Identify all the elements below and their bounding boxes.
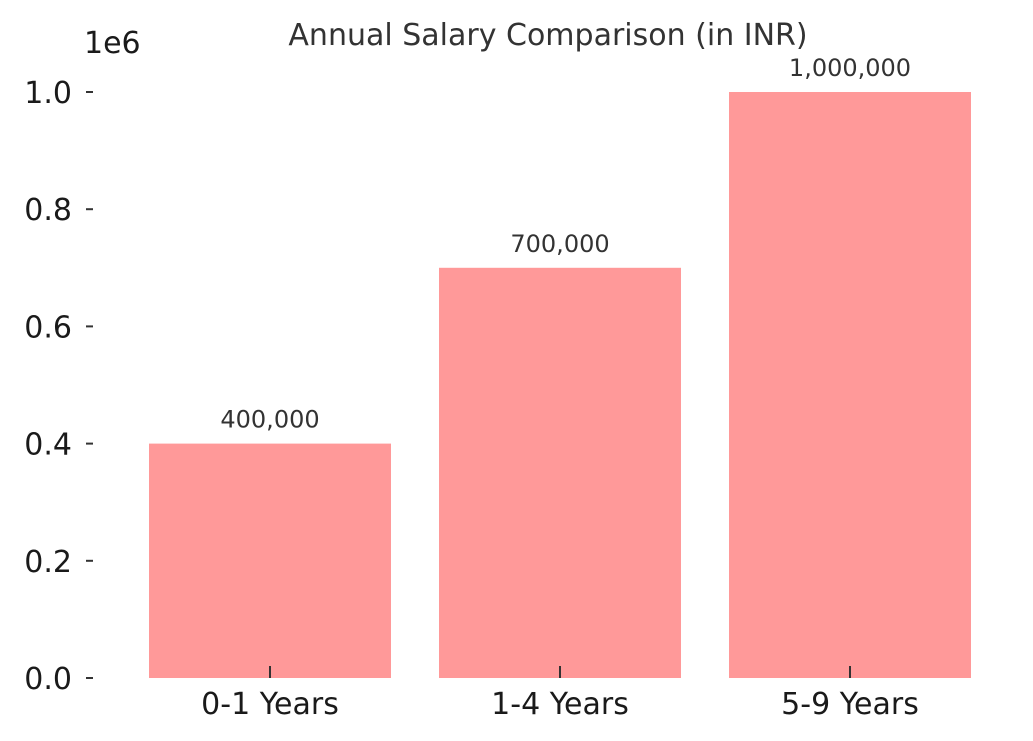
x-tick-label: 0-1 Years: [201, 687, 339, 722]
bar: [729, 92, 971, 678]
bars: 400,000 700,000 1,000,000: [149, 54, 971, 678]
y-axis-offset-label: 1e6: [84, 26, 141, 61]
bar: [149, 443, 391, 678]
y-tick-label: 0.8: [24, 193, 72, 228]
y-tick-label: 0.4: [24, 428, 72, 463]
y-tick-label: 0.6: [24, 310, 72, 345]
bar: [439, 267, 681, 678]
bar-data-label: 400,000: [220, 406, 319, 434]
y-tick-label: 0.0: [24, 662, 72, 697]
chart-title: Annual Salary Comparison (in INR): [288, 18, 807, 53]
bar-data-label: 700,000: [510, 230, 609, 258]
y-tick-label: 1.0: [24, 76, 72, 111]
x-axis: 0-1 Years 1-4 Years 5-9 Years: [201, 666, 919, 722]
y-tick-label: 0.2: [24, 545, 72, 580]
x-tick-label: 5-9 Years: [781, 687, 919, 722]
y-axis: 0.0 0.2 0.4 0.6 0.8 1.0: [24, 76, 93, 697]
bar-data-label: 1,000,000: [789, 54, 911, 82]
x-tick-label: 1-4 Years: [491, 687, 629, 722]
